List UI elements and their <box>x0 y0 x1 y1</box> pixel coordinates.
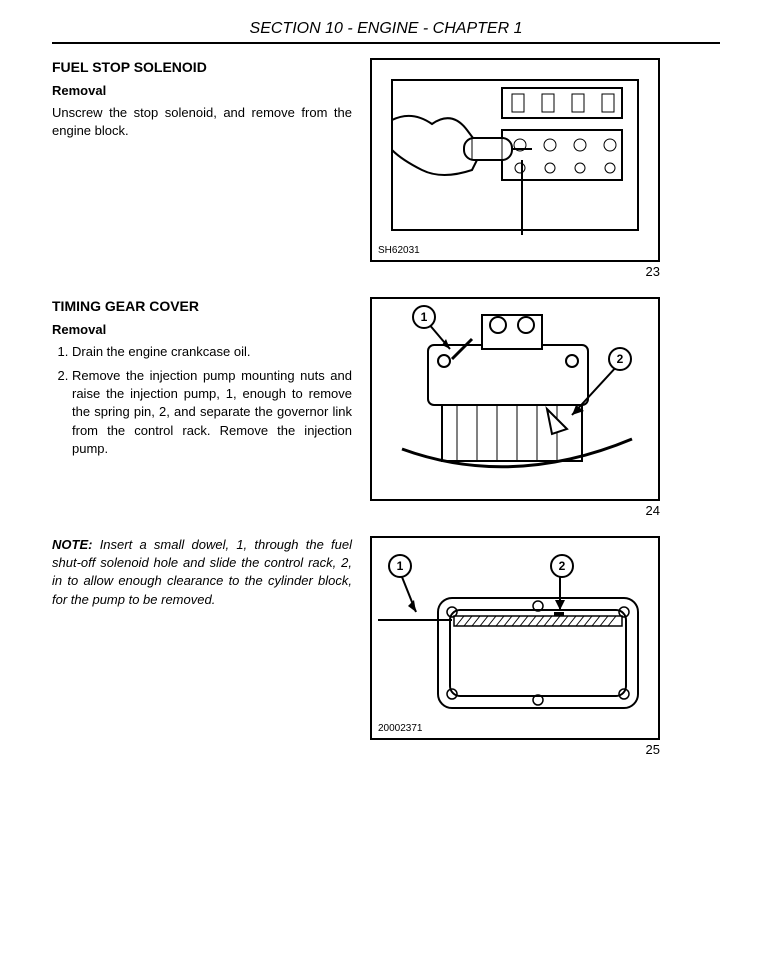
section-fuel-stop: FUEL STOP SOLENOID Removal Unscrew the s… <box>52 58 720 279</box>
callout-2: 2 <box>608 347 632 371</box>
figure-label: 20002371 <box>378 723 423 734</box>
step-item: Remove the injection pump mounting nuts … <box>72 367 352 458</box>
section-subtitle: Removal <box>52 82 352 100</box>
figure-number: 25 <box>370 742 660 757</box>
text-column: NOTE: Insert a small dowel, 1, through t… <box>52 536 370 757</box>
page: SECTION 10 - ENGINE - CHAPTER 1 FUEL STO… <box>0 0 772 815</box>
note-body: Insert a small dowel, 1, through the fue… <box>52 537 352 607</box>
text-column: FUEL STOP SOLENOID Removal Unscrew the s… <box>52 58 370 279</box>
figure-number: 24 <box>370 503 660 518</box>
engine-illustration <box>372 60 658 260</box>
callout-1: 1 <box>412 305 436 329</box>
note-text: NOTE: Insert a small dowel, 1, through t… <box>52 536 352 609</box>
callout-2: 2 <box>550 554 574 578</box>
figure-column: 1 2 24 <box>370 297 660 518</box>
figure-number: 23 <box>370 264 660 279</box>
figure-label: SH62031 <box>378 245 420 256</box>
gasket-illustration <box>372 538 658 738</box>
figure-25: 1 2 20002371 <box>370 536 660 740</box>
callout-1: 1 <box>388 554 412 578</box>
figure-column: 1 2 20002371 25 <box>370 536 660 757</box>
pump-illustration <box>372 299 658 499</box>
section-title: FUEL STOP SOLENOID <box>52 58 352 78</box>
step-list: Drain the engine crankcase oil. Remove t… <box>52 343 352 458</box>
note-label: NOTE: <box>52 537 92 552</box>
figure-24: 1 2 <box>370 297 660 501</box>
section-subtitle: Removal <box>52 321 352 339</box>
body-text: Unscrew the stop solenoid, and remove fr… <box>52 104 352 140</box>
figure-column: SH62031 23 <box>370 58 660 279</box>
step-item: Drain the engine crankcase oil. <box>72 343 352 361</box>
page-header: SECTION 10 - ENGINE - CHAPTER 1 <box>52 20 720 44</box>
section-title: TIMING GEAR COVER <box>52 297 352 317</box>
section-note: NOTE: Insert a small dowel, 1, through t… <box>52 536 720 757</box>
text-column: TIMING GEAR COVER Removal Drain the engi… <box>52 297 370 518</box>
section-timing-gear: TIMING GEAR COVER Removal Drain the engi… <box>52 297 720 518</box>
figure-23: SH62031 <box>370 58 660 262</box>
